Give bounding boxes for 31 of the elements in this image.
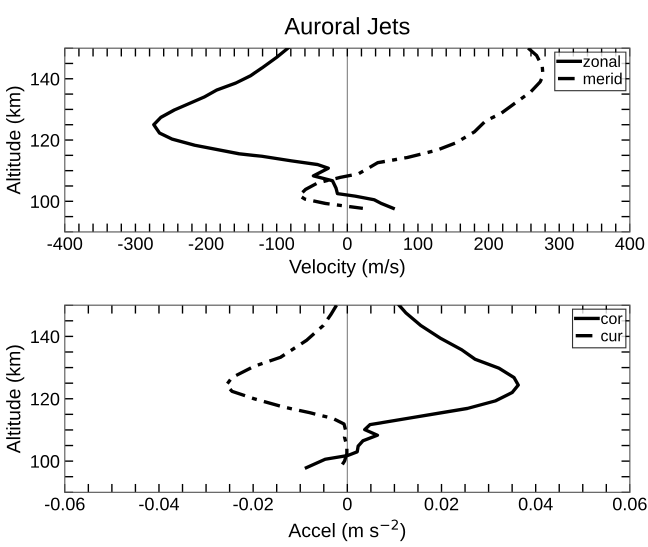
y-tick-label: 100 (31, 455, 60, 468)
legend-label: zonal (583, 55, 620, 68)
x-tick-label: -0.06 (45, 498, 85, 510)
legend-label: cor (601, 315, 622, 324)
y-tick-label: 100 (31, 195, 60, 208)
x-tick-label: 400 (615, 237, 644, 250)
x-tick-label: -0.04 (139, 498, 180, 510)
x-tick-label: -100 (259, 237, 294, 250)
x-tick-label: -300 (118, 237, 153, 250)
x-tick-label: -400 (48, 237, 82, 250)
y-axis-title: Altitude (km) (6, 86, 24, 195)
x-tick-label: 300 (544, 237, 574, 250)
x-tick-label: 0 (343, 237, 352, 250)
x-axis-title: Accel (m s$^{−2}$) (288, 520, 406, 542)
y-axis-title: Altitude (km) (6, 345, 24, 454)
legend-label: cur (601, 332, 622, 342)
y-tick-label: 120 (31, 392, 60, 406)
x-tick-label: -0.02 (233, 498, 273, 510)
x-tick-label: 0.06 (612, 498, 647, 510)
y-tick-label: 120 (31, 134, 60, 147)
y-tick-label: 140 (31, 330, 60, 344)
legend-label: merid (584, 72, 622, 84)
x-tick-label: 0 (343, 498, 352, 510)
y-tick-label: 140 (31, 72, 60, 86)
x-tick-label: 200 (474, 237, 503, 250)
x-tick-label: 0.02 (424, 498, 458, 510)
x-tick-label: 0.04 (518, 498, 553, 510)
x-axis-title: Velocity (m/s) (289, 259, 404, 278)
x-tick-label: 100 (404, 237, 432, 250)
x-tick-label: -200 (188, 237, 224, 250)
chart-title: Auroral Jets (284, 17, 410, 34)
